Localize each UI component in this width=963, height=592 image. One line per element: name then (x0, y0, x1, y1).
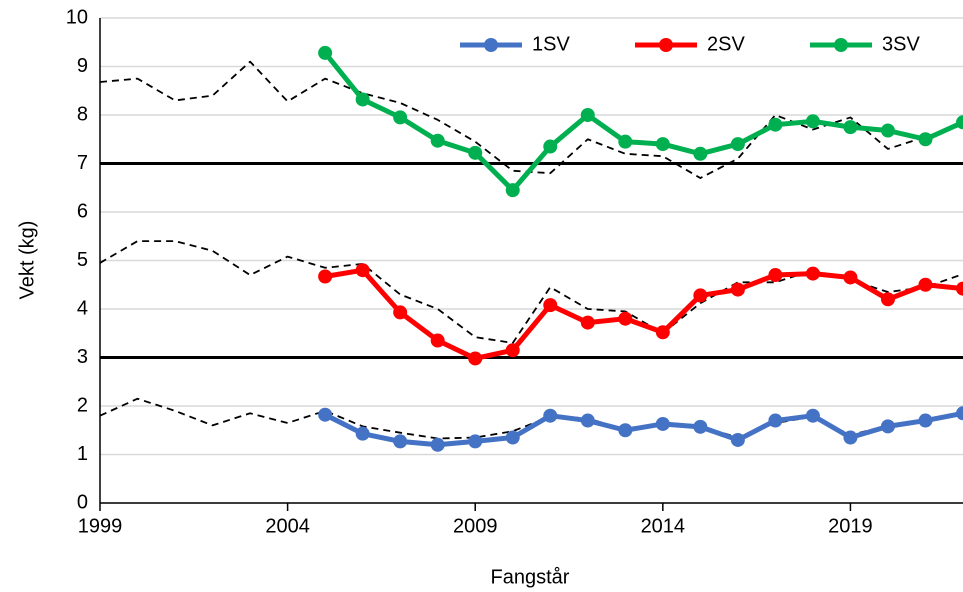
point (393, 434, 408, 449)
point (618, 311, 633, 326)
point (768, 268, 783, 283)
y-tick-label: 4 (77, 297, 88, 319)
point (768, 413, 783, 428)
point (805, 408, 820, 423)
point (918, 277, 933, 292)
point (468, 145, 483, 160)
point (693, 288, 708, 303)
y-tick-label: 8 (77, 103, 88, 125)
point (843, 430, 858, 445)
y-tick-label: 10 (66, 6, 88, 28)
point (843, 120, 858, 135)
point (580, 315, 595, 330)
x-tick-label: 2019 (828, 515, 873, 537)
point (805, 266, 820, 281)
point (393, 110, 408, 125)
point (655, 137, 670, 152)
x-tick-label: 1999 (78, 515, 123, 537)
point (543, 298, 558, 313)
legend-label: 2SV (707, 33, 745, 55)
point (956, 115, 963, 130)
point (393, 305, 408, 320)
point (918, 413, 933, 428)
dashed-line (99, 397, 963, 440)
point (693, 146, 708, 161)
y-tick-label: 7 (77, 152, 88, 174)
point (355, 426, 370, 441)
point (880, 419, 895, 434)
y-tick-label: 0 (77, 491, 88, 513)
point (430, 133, 445, 148)
legend-marker (834, 38, 848, 52)
series-line (324, 410, 963, 448)
point (505, 430, 520, 445)
point (505, 343, 520, 358)
y-tick-label: 6 (77, 200, 88, 222)
x-axis-label: Fangstår (491, 566, 570, 588)
point (468, 351, 483, 366)
point (355, 92, 370, 107)
point (805, 114, 820, 129)
point (655, 325, 670, 340)
point (880, 123, 895, 138)
point (318, 45, 333, 60)
point (430, 437, 445, 452)
y-tick-label: 5 (77, 249, 88, 271)
y-tick-label: 3 (77, 346, 88, 368)
point (618, 134, 633, 149)
point (956, 406, 963, 421)
x-tick-label: 2009 (453, 515, 498, 537)
point (730, 137, 745, 152)
legend-label: 3SV (882, 33, 920, 55)
series-line (324, 267, 963, 361)
point (580, 413, 595, 428)
point (618, 423, 633, 438)
y-axis-label: Vekt (kg) (16, 221, 38, 300)
point (918, 132, 933, 147)
y-tick-label: 1 (77, 443, 88, 465)
point (543, 139, 558, 154)
point (655, 416, 670, 431)
point (318, 407, 333, 422)
point (768, 117, 783, 132)
point (318, 269, 333, 284)
legend-marker (659, 38, 673, 52)
point (543, 408, 558, 423)
x-tick-label: 2004 (265, 515, 310, 537)
point (880, 292, 895, 307)
legend-label: 1SV (532, 33, 570, 55)
series-line (323, 51, 963, 193)
point (730, 282, 745, 297)
point (956, 281, 963, 296)
point (730, 432, 745, 447)
point (355, 263, 370, 278)
point (430, 333, 445, 348)
point (505, 183, 520, 198)
x-tick-label: 2014 (641, 515, 686, 537)
point (693, 419, 708, 434)
legend-marker (484, 38, 498, 52)
point (468, 434, 483, 449)
y-tick-label: 9 (77, 55, 88, 77)
point (580, 108, 595, 122)
dashed-line (99, 60, 963, 179)
point (843, 270, 858, 285)
y-tick-label: 2 (77, 394, 88, 416)
